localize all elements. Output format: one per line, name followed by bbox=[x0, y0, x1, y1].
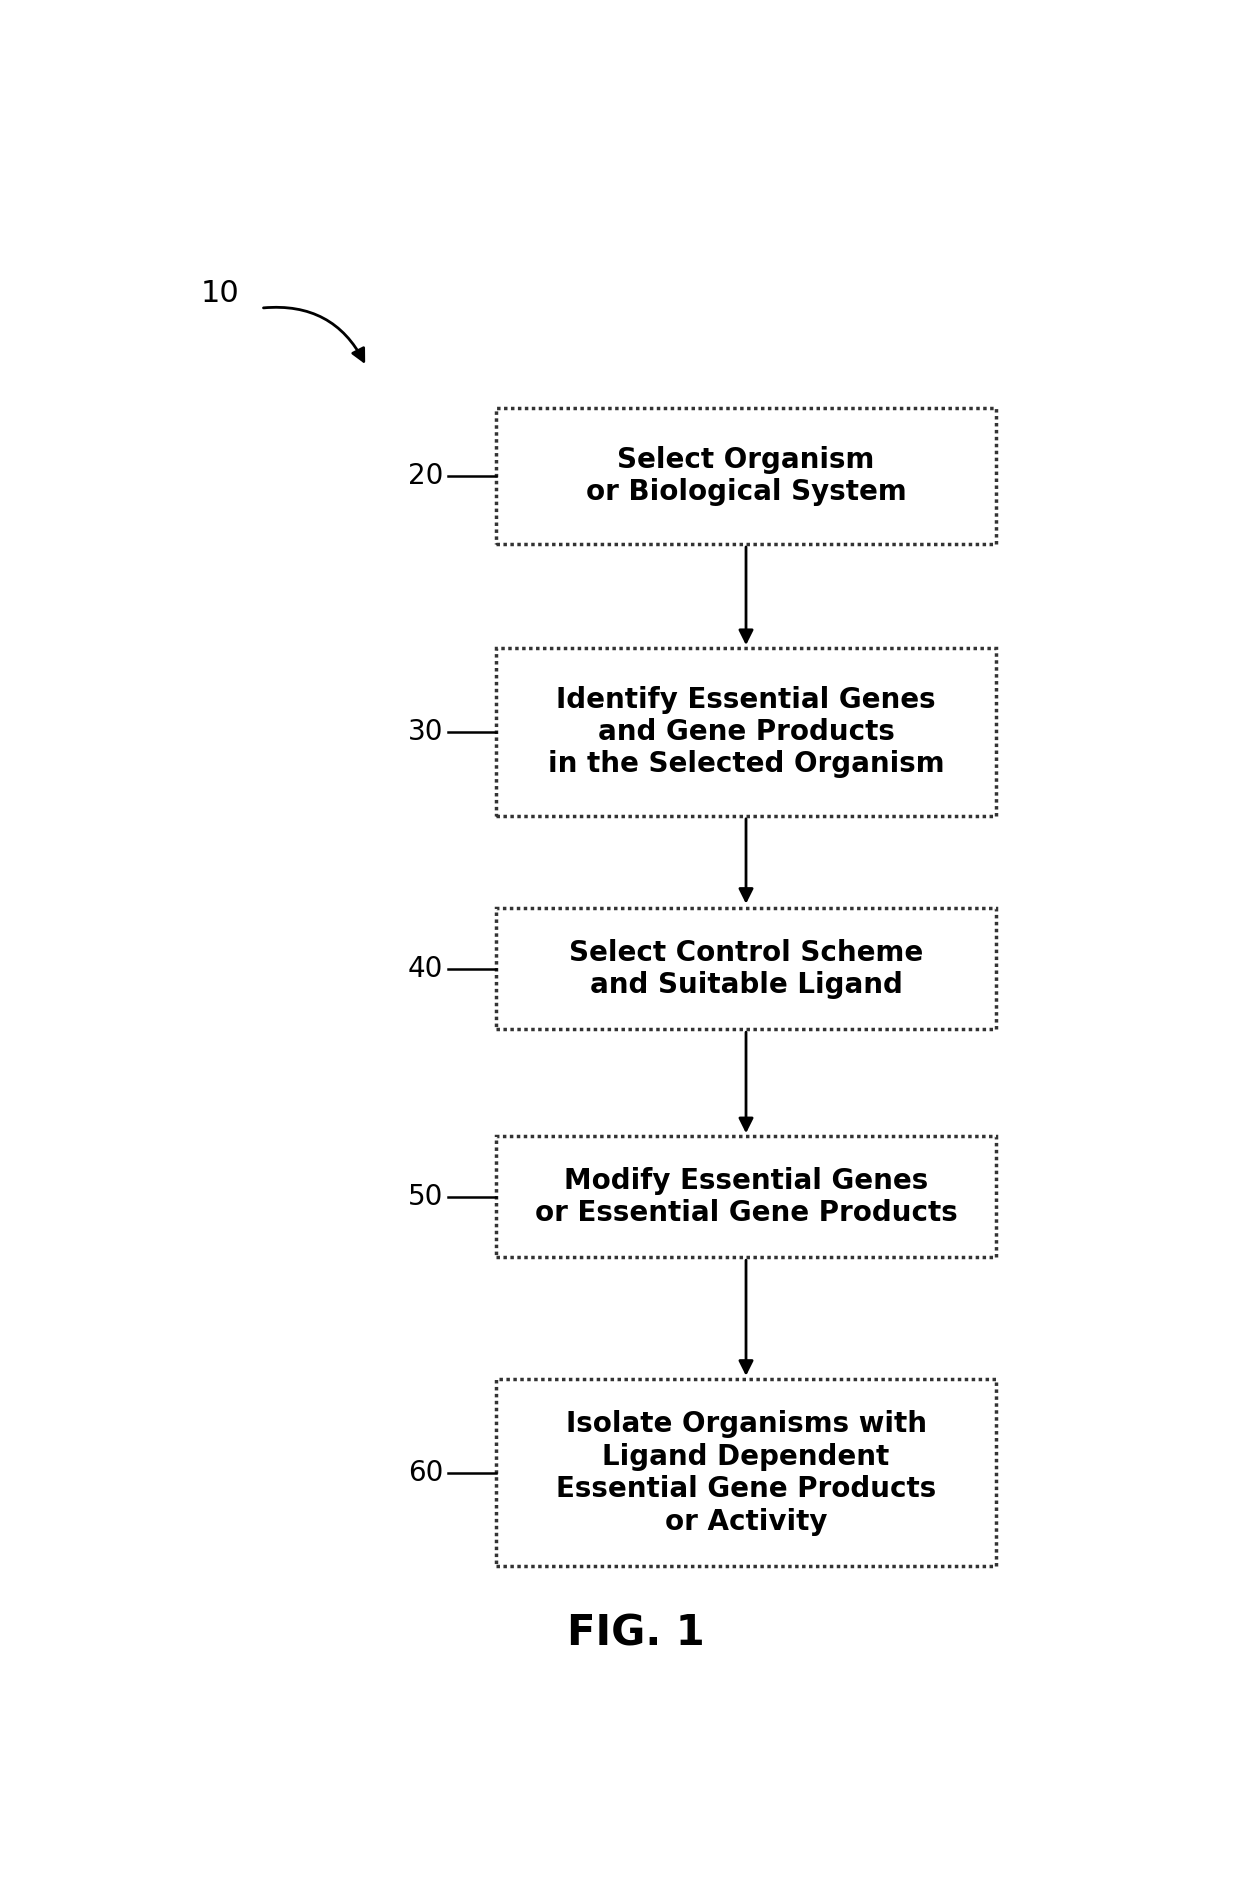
Text: 50: 50 bbox=[408, 1182, 444, 1211]
Text: Select Control Scheme
and Suitable Ligand: Select Control Scheme and Suitable Ligan… bbox=[569, 938, 923, 998]
Text: FIG. 1: FIG. 1 bbox=[567, 1613, 704, 1655]
FancyBboxPatch shape bbox=[496, 408, 996, 545]
Text: 10: 10 bbox=[201, 279, 239, 307]
Text: 40: 40 bbox=[408, 955, 444, 983]
Text: Isolate Organisms with
Ligand Dependent
Essential Gene Products
or Activity: Isolate Organisms with Ligand Dependent … bbox=[556, 1410, 936, 1535]
Text: Modify Essential Genes
or Essential Gene Products: Modify Essential Genes or Essential Gene… bbox=[534, 1167, 957, 1226]
FancyBboxPatch shape bbox=[496, 647, 996, 816]
Text: 20: 20 bbox=[408, 463, 444, 490]
Text: 60: 60 bbox=[408, 1460, 444, 1486]
Text: Select Organism
or Biological System: Select Organism or Biological System bbox=[585, 446, 906, 507]
Text: Identify Essential Genes
and Gene Products
in the Selected Organism: Identify Essential Genes and Gene Produc… bbox=[548, 685, 945, 778]
FancyBboxPatch shape bbox=[496, 1380, 996, 1566]
FancyBboxPatch shape bbox=[496, 1137, 996, 1256]
FancyBboxPatch shape bbox=[496, 907, 996, 1029]
Text: 30: 30 bbox=[408, 717, 444, 746]
